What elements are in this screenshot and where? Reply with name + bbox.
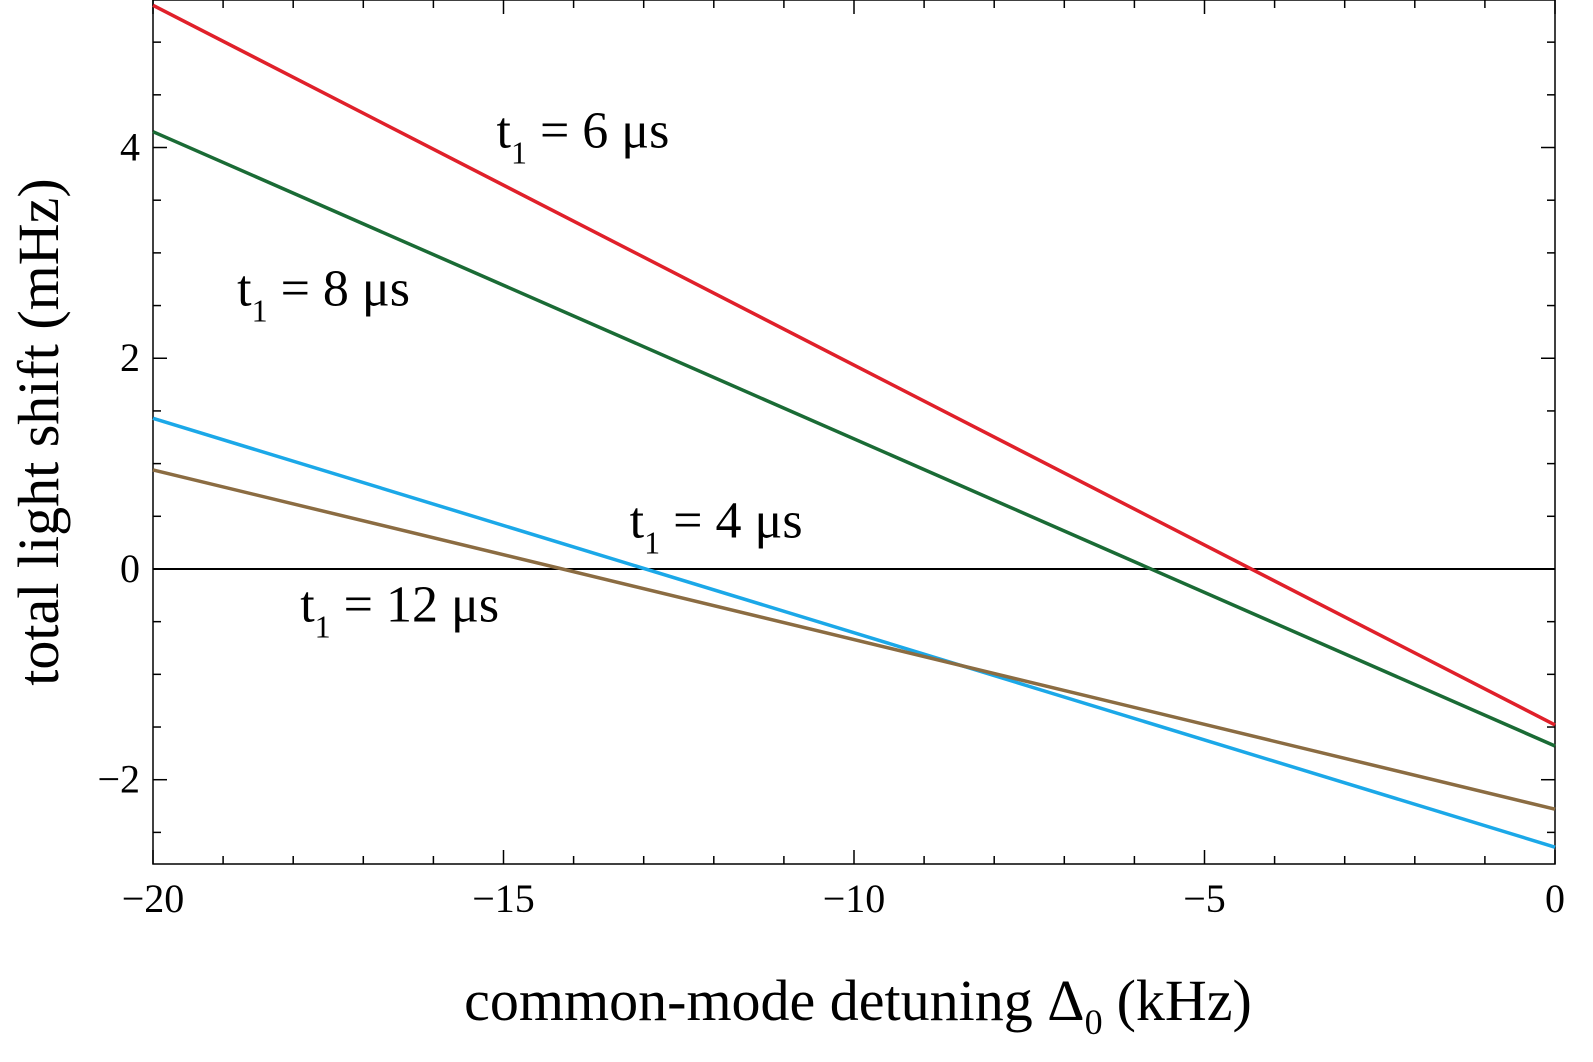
series-line-1 xyxy=(152,130,1556,748)
x-axis-title-sub: 0 xyxy=(1085,1002,1103,1042)
x-tick-label: −5 xyxy=(1183,876,1226,921)
x-axis-title-main: common-mode detuning Δ xyxy=(464,968,1084,1033)
series-label-0: t1 = 6 μs xyxy=(496,103,669,171)
series-label-2: t1 = 4 μs xyxy=(630,492,803,560)
series-line-3 xyxy=(152,468,1556,811)
axis-ticks xyxy=(152,0,1556,864)
x-tick-label: −10 xyxy=(823,876,886,921)
series-label-3: t1 = 12 μs xyxy=(300,577,499,645)
plot-frame xyxy=(152,0,1556,865)
x-tick-label: −20 xyxy=(122,876,185,921)
y-tick-label: 4 xyxy=(120,125,140,170)
x-tick-label: 0 xyxy=(1545,876,1565,921)
series-labels: t1 = 6 μs t1 = 8 μs t1 = 4 μs t1 = 12 μs xyxy=(237,103,802,645)
y-tick-label: 0 xyxy=(120,546,140,591)
series-label-1: t1 = 8 μs xyxy=(237,261,410,329)
y-tick-label: 2 xyxy=(120,335,140,380)
series-line-2 xyxy=(152,416,1556,849)
x-tick-label: −15 xyxy=(472,876,535,921)
x-axis-title-unit: (kHz) xyxy=(1117,968,1252,1033)
series-lines xyxy=(152,3,1556,849)
x-axis-title: common-mode detuning Δ0 (kHz) xyxy=(464,968,1252,1042)
series-line-0 xyxy=(152,3,1556,727)
y-tick-label: −2 xyxy=(97,757,140,802)
y-axis-title: total light shift (mHz) xyxy=(6,178,71,685)
